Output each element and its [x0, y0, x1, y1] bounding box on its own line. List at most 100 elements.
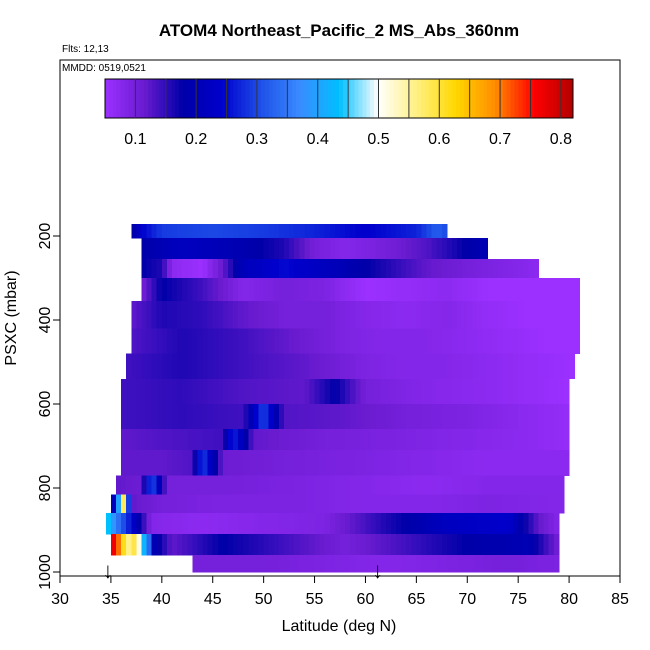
heatmap-cell	[166, 450, 173, 476]
heatmap-cell	[345, 475, 351, 495]
colorbar-swatch	[479, 79, 484, 118]
colorbar-swatch	[444, 79, 449, 118]
heatmap-cell	[401, 555, 407, 573]
heatmap-cell	[548, 555, 555, 573]
heatmap-cell	[263, 513, 270, 535]
colorbar-swatch	[346, 79, 352, 118]
heatmap-cell	[340, 278, 346, 302]
heatmap-cell	[304, 301, 311, 329]
heatmap-cell	[136, 301, 143, 329]
heatmap-cell	[172, 259, 178, 279]
heatmap-cell	[131, 494, 137, 514]
heatmap-cell	[411, 378, 417, 405]
heatmap-cell	[309, 259, 316, 279]
heatmap-cell	[161, 259, 168, 279]
heatmap-cell	[350, 513, 356, 535]
heatmap-cell	[355, 450, 361, 476]
heatmap-cell	[513, 259, 519, 279]
heatmap-cell	[360, 404, 367, 430]
heatmap-cell	[508, 278, 514, 302]
heatmap-cell	[360, 224, 367, 239]
colorbar-swatch	[506, 79, 512, 118]
heatmap-cell	[477, 429, 484, 451]
colorbar-tick-label: 0.2	[185, 131, 207, 148]
heatmap-cell	[289, 555, 295, 573]
heatmap-cell	[324, 534, 331, 556]
heatmap-cell	[166, 259, 173, 279]
x-tick-label: 40	[153, 591, 171, 608]
heatmap-cell	[136, 513, 143, 535]
heatmap-cell	[538, 513, 545, 535]
heatmap-cell	[228, 378, 234, 405]
heatmap-cell	[487, 450, 494, 476]
heatmap-cell	[416, 378, 423, 405]
heatmap-cell	[477, 534, 484, 556]
heatmap-cell	[385, 404, 392, 430]
colorbar-swatch	[222, 79, 227, 118]
colorbar-tick-label: 0.4	[307, 131, 329, 148]
heatmap-cell	[192, 404, 199, 430]
heatmap-cell	[258, 494, 265, 514]
heatmap-cell	[508, 328, 514, 354]
heatmap-cell	[294, 475, 300, 495]
heatmap-cell	[345, 259, 351, 279]
heatmap-cell	[421, 328, 428, 354]
heatmap-cell	[228, 429, 234, 451]
heatmap-cell	[212, 301, 219, 329]
heatmap-cell	[569, 328, 575, 354]
heatmap-cell	[278, 353, 285, 380]
heatmap-cell	[462, 238, 468, 260]
heatmap-cell	[508, 301, 514, 329]
heatmap-cell	[375, 555, 382, 573]
heatmap-cell	[452, 278, 458, 302]
heatmap-cell	[508, 404, 514, 430]
heatmap-cell	[518, 378, 524, 405]
y-tick-label: 200	[37, 223, 54, 250]
heatmap-cell	[497, 429, 504, 451]
heatmap-cell	[187, 534, 193, 556]
heatmap-cell	[233, 328, 239, 354]
heatmap-cell	[482, 429, 489, 451]
heatmap-cell	[217, 238, 224, 260]
heatmap-cell	[375, 494, 382, 514]
y-tick-label: 400	[37, 307, 54, 334]
heatmap-cell	[202, 224, 209, 239]
heatmap-cell	[416, 259, 423, 279]
heatmap-cell	[324, 224, 331, 239]
heatmap-cell	[146, 494, 153, 514]
heatmap-cell	[380, 238, 387, 260]
heatmap-cell	[289, 328, 295, 354]
heatmap-cell	[253, 450, 260, 476]
heatmap-cell	[289, 278, 295, 302]
heatmap-cell	[329, 278, 336, 302]
heatmap-cell	[324, 259, 331, 279]
heatmap-cell	[452, 429, 458, 451]
heatmap-cell	[126, 429, 132, 451]
heatmap-cell	[467, 494, 473, 514]
heatmap-cell	[289, 378, 295, 405]
heatmap-cell	[396, 301, 402, 329]
heatmap-cell	[553, 494, 560, 514]
heatmap-cell	[370, 429, 377, 451]
heatmap-cell	[406, 259, 412, 279]
heatmap-cell	[309, 404, 316, 430]
heatmap-cell	[233, 534, 239, 556]
heatmap-cell	[263, 353, 270, 380]
heatmap-cell	[238, 513, 244, 535]
heatmap-cell	[390, 238, 397, 260]
colorbar-swatch	[393, 79, 399, 118]
heatmap-cell	[487, 328, 494, 354]
heatmap-cell	[462, 328, 468, 354]
heatmap-cell	[452, 301, 458, 329]
heatmap-cell	[497, 534, 504, 556]
heatmap-cell	[492, 513, 499, 535]
heatmap-cell	[553, 353, 560, 380]
heatmap-cell	[177, 259, 183, 279]
heatmap-cell	[431, 513, 438, 535]
heatmap-cell	[477, 494, 484, 514]
heatmap-cell	[146, 404, 153, 430]
heatmap-cell	[278, 475, 285, 495]
heatmap-cell	[513, 404, 519, 430]
colorbar-swatch	[323, 79, 328, 118]
heatmap-cell	[431, 429, 438, 451]
